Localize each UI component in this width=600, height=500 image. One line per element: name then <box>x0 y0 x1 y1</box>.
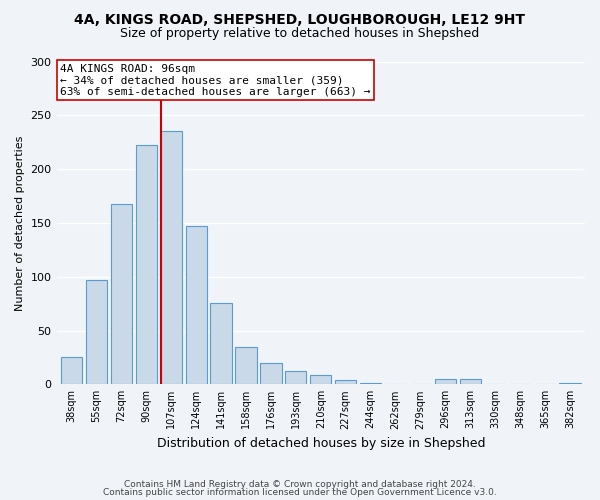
Text: Size of property relative to detached houses in Shepshed: Size of property relative to detached ho… <box>121 28 479 40</box>
Bar <box>360 383 381 384</box>
Bar <box>136 146 157 384</box>
Bar <box>161 132 182 384</box>
Text: Contains HM Land Registry data © Crown copyright and database right 2024.: Contains HM Land Registry data © Crown c… <box>124 480 476 489</box>
Bar <box>235 346 257 385</box>
Bar <box>61 358 82 384</box>
Bar <box>335 380 356 384</box>
Bar <box>260 363 281 384</box>
Bar <box>211 302 232 384</box>
Y-axis label: Number of detached properties: Number of detached properties <box>15 135 25 310</box>
X-axis label: Distribution of detached houses by size in Shepshed: Distribution of detached houses by size … <box>157 437 485 450</box>
Bar <box>435 379 456 384</box>
Text: 4A KINGS ROAD: 96sqm
← 34% of detached houses are smaller (359)
63% of semi-deta: 4A KINGS ROAD: 96sqm ← 34% of detached h… <box>60 64 371 97</box>
Bar <box>86 280 107 384</box>
Bar <box>111 204 132 384</box>
Text: Contains public sector information licensed under the Open Government Licence v3: Contains public sector information licen… <box>103 488 497 497</box>
Text: 4A, KINGS ROAD, SHEPSHED, LOUGHBOROUGH, LE12 9HT: 4A, KINGS ROAD, SHEPSHED, LOUGHBOROUGH, … <box>74 12 526 26</box>
Bar <box>559 383 581 384</box>
Bar <box>285 372 307 384</box>
Bar <box>460 379 481 384</box>
Bar <box>185 226 207 384</box>
Bar <box>310 374 331 384</box>
